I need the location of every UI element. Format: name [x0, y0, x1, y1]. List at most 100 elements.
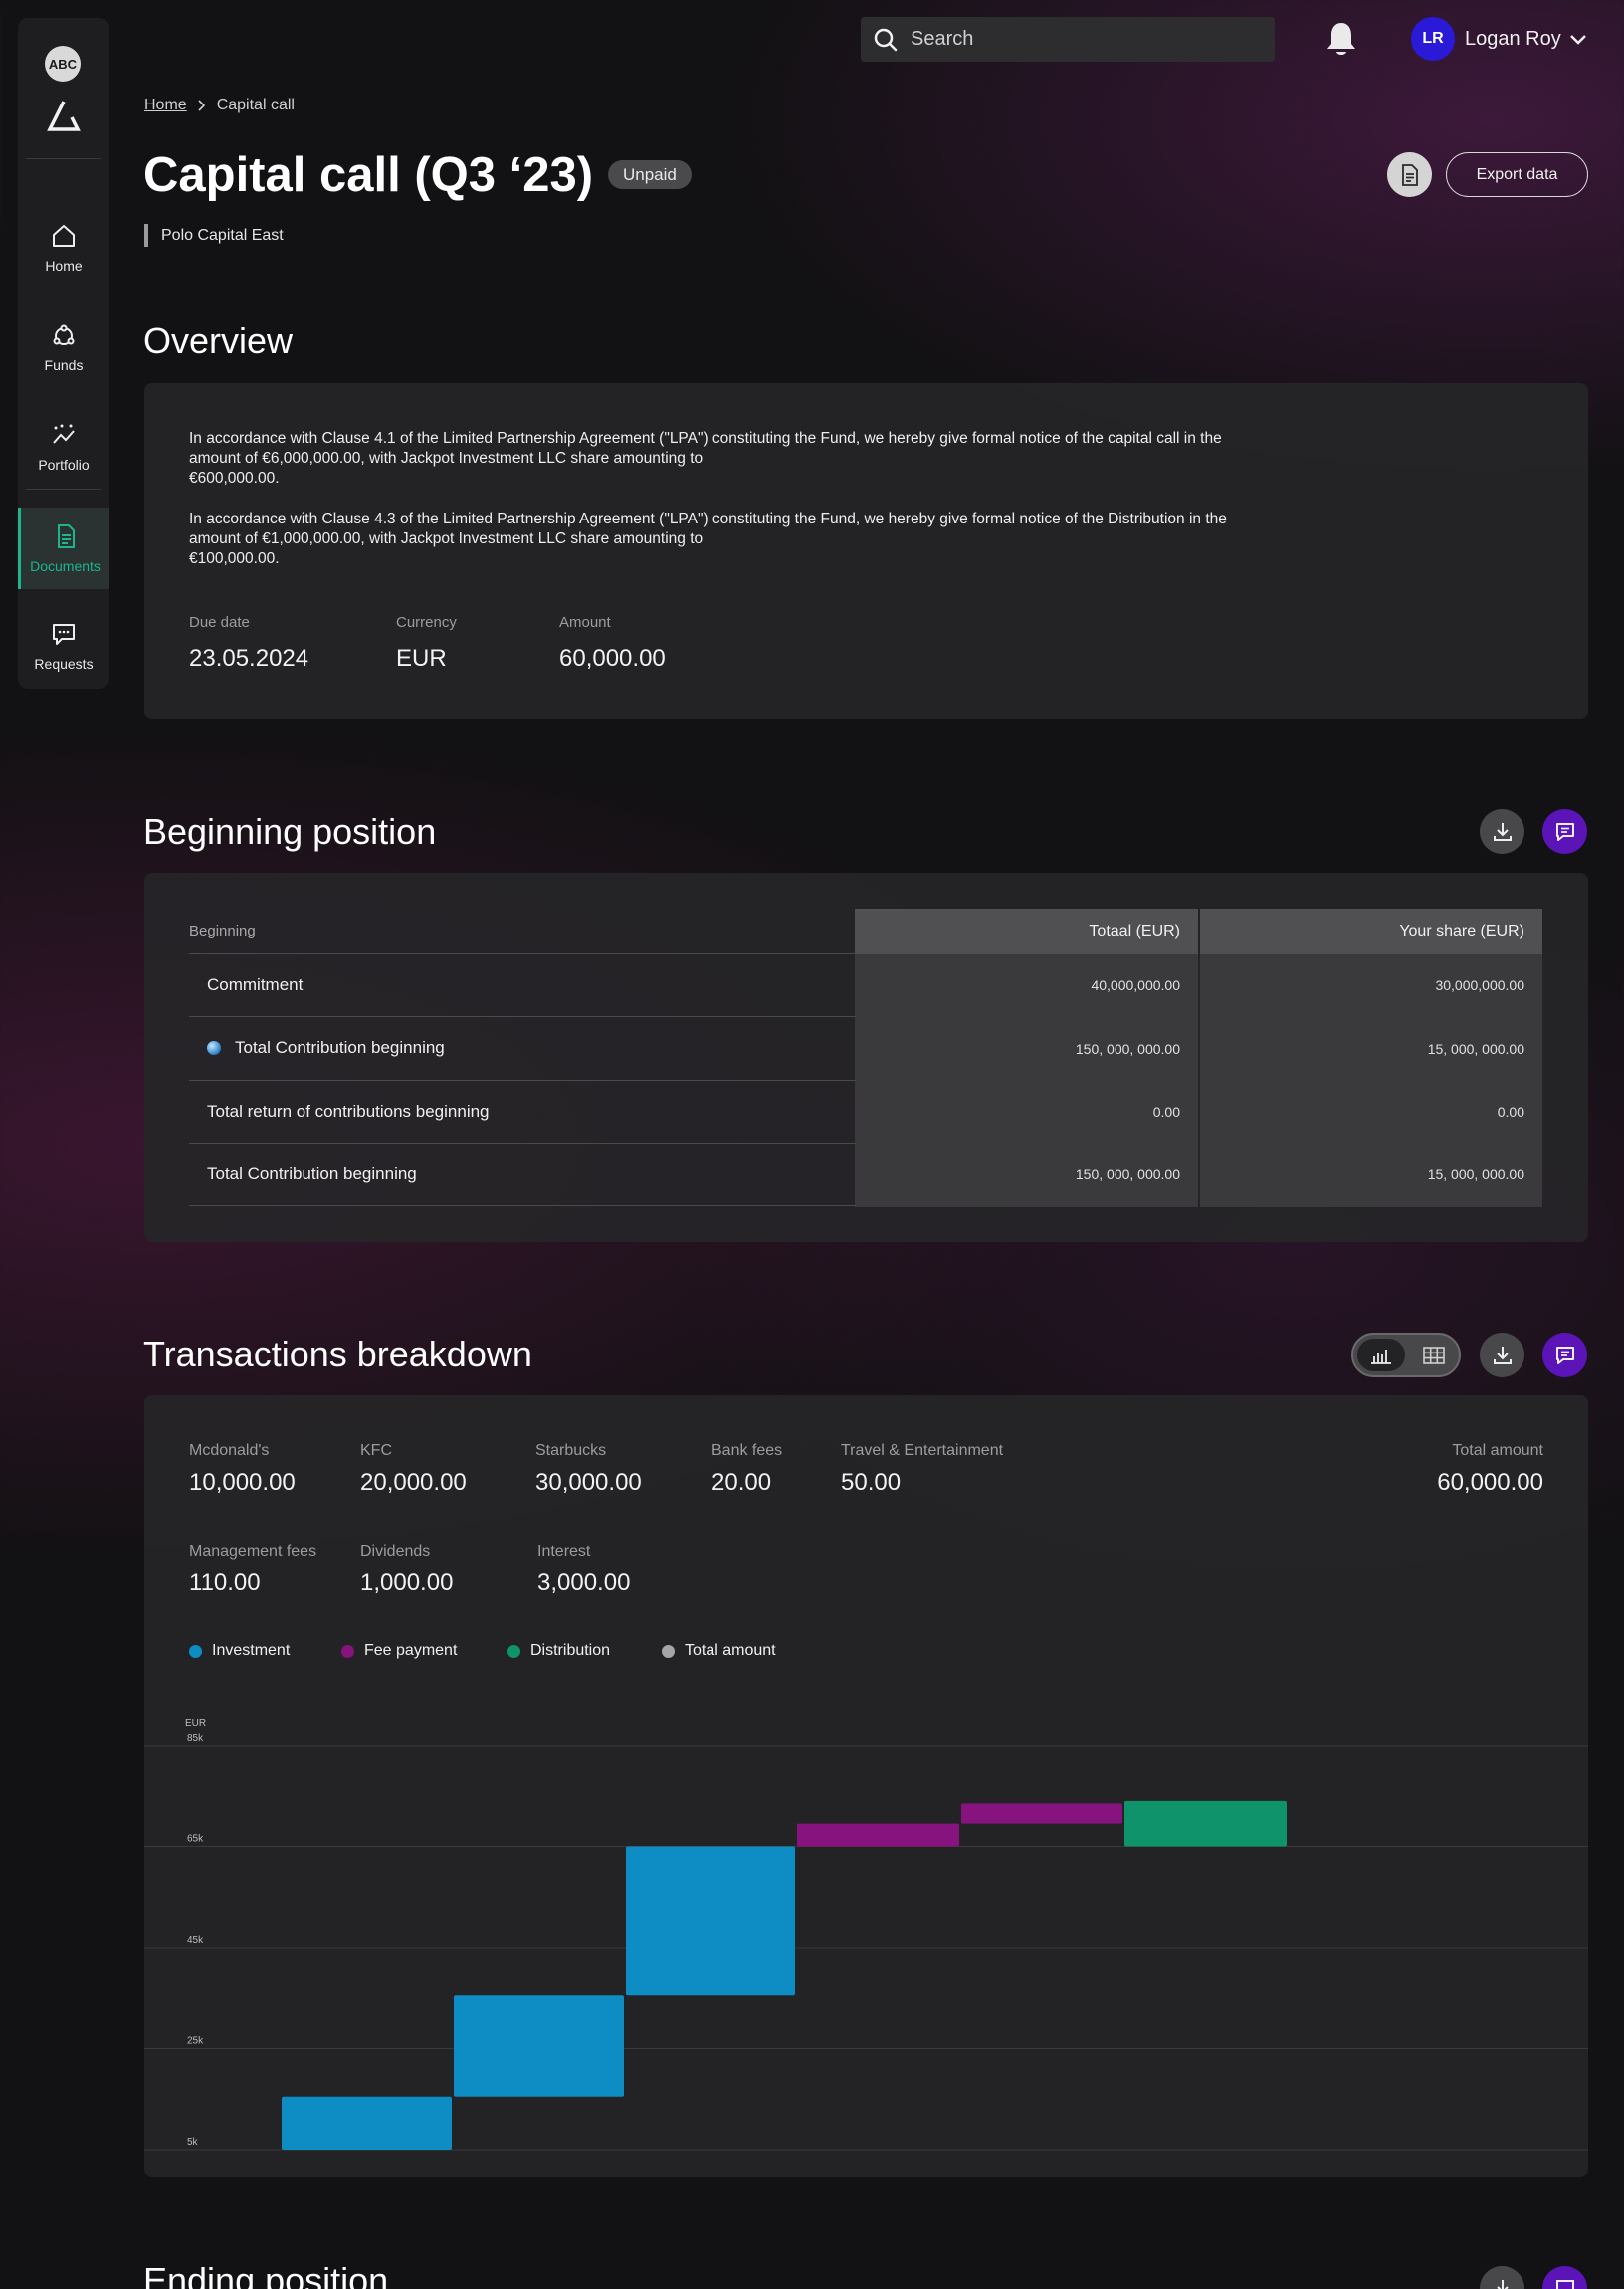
table-cell-total: 0.00	[1152, 1104, 1180, 1120]
transactions-card: Mcdonald's 10,000.00 KFC 20,000.00 Starb…	[144, 1395, 1588, 2177]
portfolio-icon	[53, 424, 75, 444]
grid-icon	[1423, 1346, 1445, 1364]
row-divider	[189, 1143, 856, 1144]
summary-value: 50.00	[841, 1469, 902, 1496]
summary-label: Mcdonald's	[189, 1442, 270, 1459]
summary-label: Bank fees	[711, 1442, 783, 1459]
search-icon	[874, 28, 898, 51]
fund-name: Polo Capital East	[144, 224, 284, 247]
legend-dot	[341, 1644, 354, 1658]
sidebar-item-label: Portfolio	[38, 457, 90, 473]
sidebar-item-documents[interactable]: Documents	[18, 508, 109, 589]
beginning-position-title: Beginning position	[143, 811, 437, 852]
sidebar-item-label: Home	[45, 258, 83, 274]
user-name[interactable]: Logan Roy	[1465, 28, 1561, 50]
legend-item-total-amount: Total amount	[662, 1642, 776, 1660]
summary-value: 20.00	[711, 1469, 772, 1496]
table-row-label: Total Contribution beginning	[207, 1164, 417, 1183]
amount-value: 60,000.00	[559, 645, 666, 672]
due-date-value: 23.05.2024	[189, 645, 309, 672]
sidebar-item-label: Requests	[34, 656, 94, 672]
sidebar-item-funds[interactable]: Funds	[18, 307, 109, 388]
view-toggle[interactable]	[1351, 1333, 1461, 1377]
summary-value: 3,000.00	[537, 1569, 631, 1596]
status-badge: Unpaid	[608, 160, 692, 189]
sidebar-divider	[26, 489, 102, 490]
total-column	[855, 909, 1198, 1207]
document-button[interactable]	[1387, 152, 1432, 197]
table-cell-total: 40,000,000.00	[1091, 977, 1180, 993]
sidebar-item-portfolio[interactable]: Portfolio	[18, 406, 109, 488]
download-button[interactable]	[1480, 809, 1524, 854]
overview-card: In accordance with Clause 4.1 of the Lim…	[144, 383, 1588, 719]
comment-button[interactable]	[1542, 2266, 1587, 2289]
breadcrumb-home-link[interactable]: Home	[144, 97, 187, 113]
table-row-label: Total Contribution beginning	[207, 1038, 445, 1058]
chart-bar	[961, 1803, 1122, 1824]
y-tick-label: 85k	[187, 1733, 204, 1744]
search-input[interactable]	[911, 28, 1249, 51]
table-cell-total: 150, 000, 000.00	[1075, 1166, 1180, 1182]
y-axis-label: EUR	[185, 1718, 206, 1729]
chart-view-button[interactable]	[1357, 1339, 1405, 1371]
comment-icon	[1555, 822, 1574, 841]
download-icon	[1496, 2279, 1509, 2289]
download-button[interactable]	[1480, 1333, 1524, 1377]
sidebar-item-requests[interactable]: Requests	[18, 605, 109, 687]
comment-button[interactable]	[1542, 809, 1587, 854]
currency-label: Currency	[396, 614, 457, 631]
comment-icon	[1555, 2279, 1574, 2289]
sidebar: ABC Home Funds Portfolio Documents Reque…	[18, 18, 109, 689]
download-icon	[1493, 822, 1512, 841]
currency-value: EUR	[396, 645, 447, 672]
summary-value: 1,000.00	[360, 1569, 454, 1596]
download-icon	[1493, 1346, 1512, 1364]
summary-label: Interest	[537, 1543, 591, 1560]
comment-icon	[1555, 1346, 1574, 1364]
chart-bar	[797, 1823, 959, 1847]
table-cell-total: 150, 000, 000.00	[1075, 1041, 1180, 1057]
table-cell-share: 15, 000, 000.00	[1427, 1041, 1524, 1057]
chevron-down-icon[interactable]	[1568, 30, 1588, 50]
due-date-label: Due date	[189, 614, 250, 631]
avatar[interactable]: LR	[1411, 17, 1455, 61]
row-divider	[189, 1205, 856, 1206]
document-icon	[1401, 163, 1418, 186]
status-dot-icon	[207, 1041, 221, 1055]
y-tick-label: 45k	[187, 1935, 204, 1946]
summary-value: 10,000.00	[189, 1469, 296, 1496]
bell-icon[interactable]	[1323, 20, 1359, 58]
brand-logo-icon	[47, 101, 81, 131]
page-title: Capital call (Q3 ‘23)	[143, 148, 594, 202]
beginning-position-card: Beginning Totaal (EUR) Your share (EUR) …	[144, 873, 1588, 1242]
row-divider	[189, 953, 856, 954]
ending-position-title: Ending position	[143, 2260, 389, 2289]
sidebar-item-label: Documents	[30, 558, 101, 574]
row-divider	[189, 1080, 856, 1081]
total-amount-value: 60,000.00	[1437, 1469, 1543, 1496]
table-header-share: Your share (EUR)	[1200, 909, 1542, 954]
funds-icon	[53, 324, 75, 345]
chart-bar	[454, 1995, 624, 2097]
summary-value: 110.00	[189, 1569, 261, 1596]
table-view-button[interactable]	[1411, 1339, 1457, 1371]
table-header-beginning: Beginning	[189, 923, 256, 939]
share-column	[1200, 909, 1542, 1207]
sidebar-item-home[interactable]: Home	[18, 207, 109, 289]
breadcrumb-current: Capital call	[216, 97, 295, 113]
table-cell-share: 15, 000, 000.00	[1427, 1166, 1524, 1182]
row-divider	[189, 1016, 856, 1017]
table-header-total: Totaal (EUR)	[855, 909, 1198, 954]
summary-label: KFC	[360, 1442, 392, 1459]
table-row-label: Total return of contributions beginning	[207, 1102, 490, 1121]
table-cell-share: 30,000,000.00	[1435, 977, 1524, 993]
capital-call-notice: In accordance with Clause 4.1 of the Lim…	[189, 430, 1222, 487]
chat-icon	[53, 624, 75, 645]
comment-button[interactable]	[1542, 1333, 1587, 1377]
export-data-button[interactable]: Export data	[1446, 152, 1588, 197]
legend-dot	[662, 1644, 675, 1658]
search-bar[interactable]	[861, 17, 1275, 62]
download-button[interactable]	[1480, 2266, 1524, 2289]
chart-bar	[626, 1846, 795, 1996]
transactions-chart: EUR 85k 65k 45k 25k 5k	[144, 1718, 1588, 2151]
